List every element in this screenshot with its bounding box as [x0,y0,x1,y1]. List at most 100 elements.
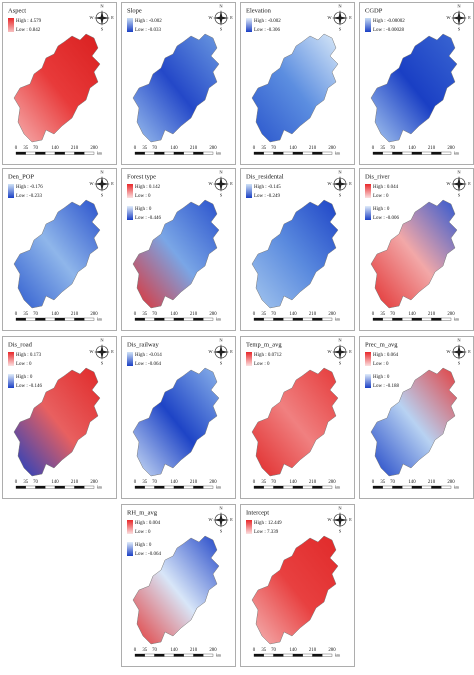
legend-low: Low : -0.306 [254,28,280,33]
map-region [13,199,101,309]
legend-swatch [365,184,371,198]
scale-segment [392,151,403,155]
scale-label: 70 [271,648,276,653]
legend-high: High : -0.014 [135,353,162,358]
scale-segment [322,485,333,489]
compass-rose [213,10,229,26]
scale-segment [164,653,175,657]
legend-high: High : 0 [135,543,152,548]
legend-high: High : -0.002 [254,19,281,24]
legend-low: Low : -0.233 [16,194,42,199]
compass-letter: N [219,506,223,511]
scale-segment [283,485,294,489]
scale-label: 140 [170,648,178,653]
compass-letter: E [230,181,233,186]
scale-label: 35 [261,146,266,151]
legend-low: Low : 0 [16,362,32,367]
scale-segment [84,151,95,155]
scale-segment [302,653,313,657]
scale-segment [154,317,165,321]
scale-label: 210 [190,648,198,653]
compass-letter: S [220,529,223,534]
legend-swatch [127,18,133,32]
scale-segment [54,485,65,489]
scale-label: 210 [71,480,79,485]
panel-title: Intercept [246,509,269,516]
legend-high: High : 12.449 [254,521,282,526]
legend-high: High : -0.002 [135,19,162,24]
scale-label: 280 [209,648,217,653]
panel-title: Dis_residental [246,173,284,180]
scale-label: 140 [170,480,178,485]
scale-segment [253,653,264,657]
legend-swatch [8,374,14,388]
scale-segment [402,151,413,155]
scale-segment [273,317,284,321]
scale-label: 35 [261,648,266,653]
scale-label: 70 [271,480,276,485]
scale-segment [64,485,75,489]
scale-segment [74,317,85,321]
scale-label: 35 [142,480,147,485]
scale-segment [322,151,333,155]
map-region [251,367,339,477]
scale-unit: km [454,150,460,155]
scale-label: 210 [428,312,436,317]
scale-label: 140 [408,480,416,485]
scale-segment [263,151,274,155]
scale-label: 70 [390,312,395,317]
panel-title: Dis_railway [127,341,160,348]
map-panel: Slope High : -0.002 Low : -0.033 N E S W 0 35 70 1… [121,2,236,165]
legend-low: Low : -0.146 [16,384,42,389]
scale-segment [64,151,75,155]
scale-unit: km [97,484,103,489]
scale-segment [173,151,184,155]
map-region [370,33,458,143]
scale-segment [45,151,56,155]
scale-segment [25,485,36,489]
map-panel: Intercept High : 12.449 Low : 7.339 N E S W 0 35… [240,504,355,667]
scale-segment [402,485,413,489]
map-panel: CGDP High : -0.00002 Low : -0.00028 N E S W 0 35… [359,2,474,165]
compass-rose [94,176,110,192]
scale-label: 70 [33,312,38,317]
compass-rose [332,176,348,192]
legend-high: High : -0.145 [254,185,281,190]
legend-low: Low : 0 [254,362,270,367]
map-panel: RH_m_avg High : 0.004 Low : 0 High : 0 Low :… [121,504,236,667]
scale-label: 35 [142,648,147,653]
scale-label: 140 [170,312,178,317]
scale-segment [35,485,46,489]
legend-low: Low : 0.842 [16,28,41,33]
scale-label: 70 [33,146,38,151]
scale-label: 280 [447,480,455,485]
scale-label: 0 [134,312,137,317]
compass-letter: S [339,193,342,198]
scale-segment [144,151,155,155]
compass-letter: E [468,349,471,354]
scale-segment [322,653,333,657]
scale-segment [441,317,452,321]
scale-label: 280 [209,312,217,317]
panel-title: Den_POP [8,173,34,180]
legend-high: High : 0.064 [373,353,399,358]
legend-high: High : 4.579 [16,19,42,24]
compass-letter: W [327,181,332,186]
compass-letter: W [208,181,213,186]
scale-label: 35 [142,312,147,317]
panel-title: Dis_road [8,341,33,348]
scale-label: 210 [309,146,317,151]
scale-label: 70 [271,312,276,317]
scale-label: 70 [152,648,157,653]
scale-label: 35 [261,312,266,317]
scale-segment [302,317,313,321]
scale-segment [203,485,214,489]
scale-segment [183,485,194,489]
scale-unit: km [335,652,341,657]
legend-high: High : -0.176 [16,185,43,190]
scale-label: 280 [209,480,217,485]
map-panel: Dis_railway High : -0.014 Low : -0.064 N E S W… [121,336,236,499]
scale-label: 210 [309,648,317,653]
compass-letter: E [230,517,233,522]
compass-letter: E [111,15,114,20]
